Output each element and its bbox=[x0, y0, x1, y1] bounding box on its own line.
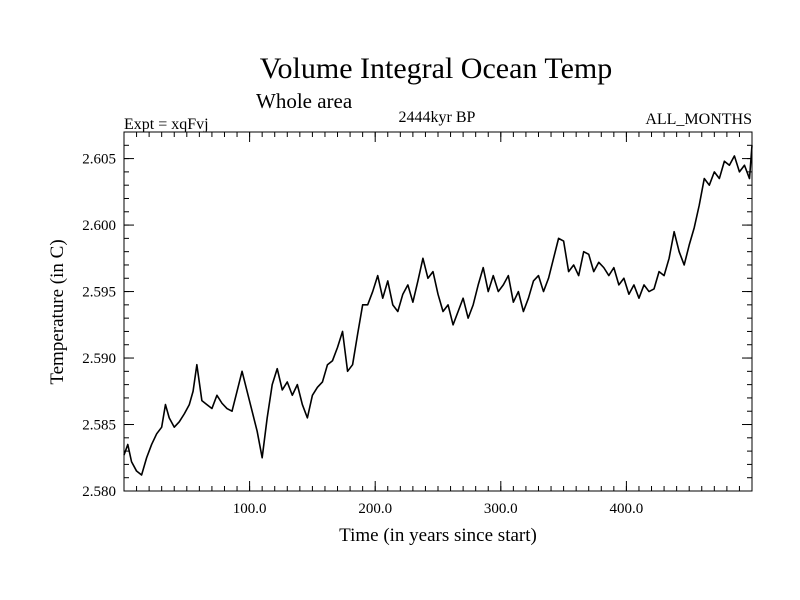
y-tick-label: 2.600 bbox=[82, 218, 116, 234]
y-axis: 2.580 2.585 2.590 2.595 2.600 2.605 bbox=[82, 131, 752, 500]
x-tick-label: 400.0 bbox=[610, 501, 644, 517]
chart-title: Volume Integral Ocean Temp bbox=[260, 52, 613, 85]
x-axis-label: Time (in years since start) bbox=[339, 525, 537, 546]
y-tick-label: 2.580 bbox=[82, 484, 116, 500]
y-tick-label: 2.595 bbox=[82, 285, 116, 301]
x-tick-label: 100.0 bbox=[233, 501, 267, 517]
plot-frame bbox=[123, 131, 753, 492]
x-tick-label: 200.0 bbox=[358, 501, 392, 517]
series-line bbox=[123, 145, 753, 476]
header-center: 2444kyr BP bbox=[399, 109, 476, 126]
chart-subtitle: Whole area bbox=[256, 89, 353, 113]
x-axis: 100.0 200.0 300.0 400.0 bbox=[136, 132, 740, 517]
y-tick-label: 2.590 bbox=[82, 351, 116, 367]
y-axis-label: Temperature (in C) bbox=[47, 239, 68, 384]
y-tick-label: 2.585 bbox=[82, 418, 116, 434]
header-left: Expt = xqFvj bbox=[124, 116, 209, 133]
y-tick-label: 2.605 bbox=[82, 152, 116, 168]
x-tick-label: 300.0 bbox=[484, 501, 518, 517]
header-right: ALL_MONTHS bbox=[645, 111, 752, 128]
